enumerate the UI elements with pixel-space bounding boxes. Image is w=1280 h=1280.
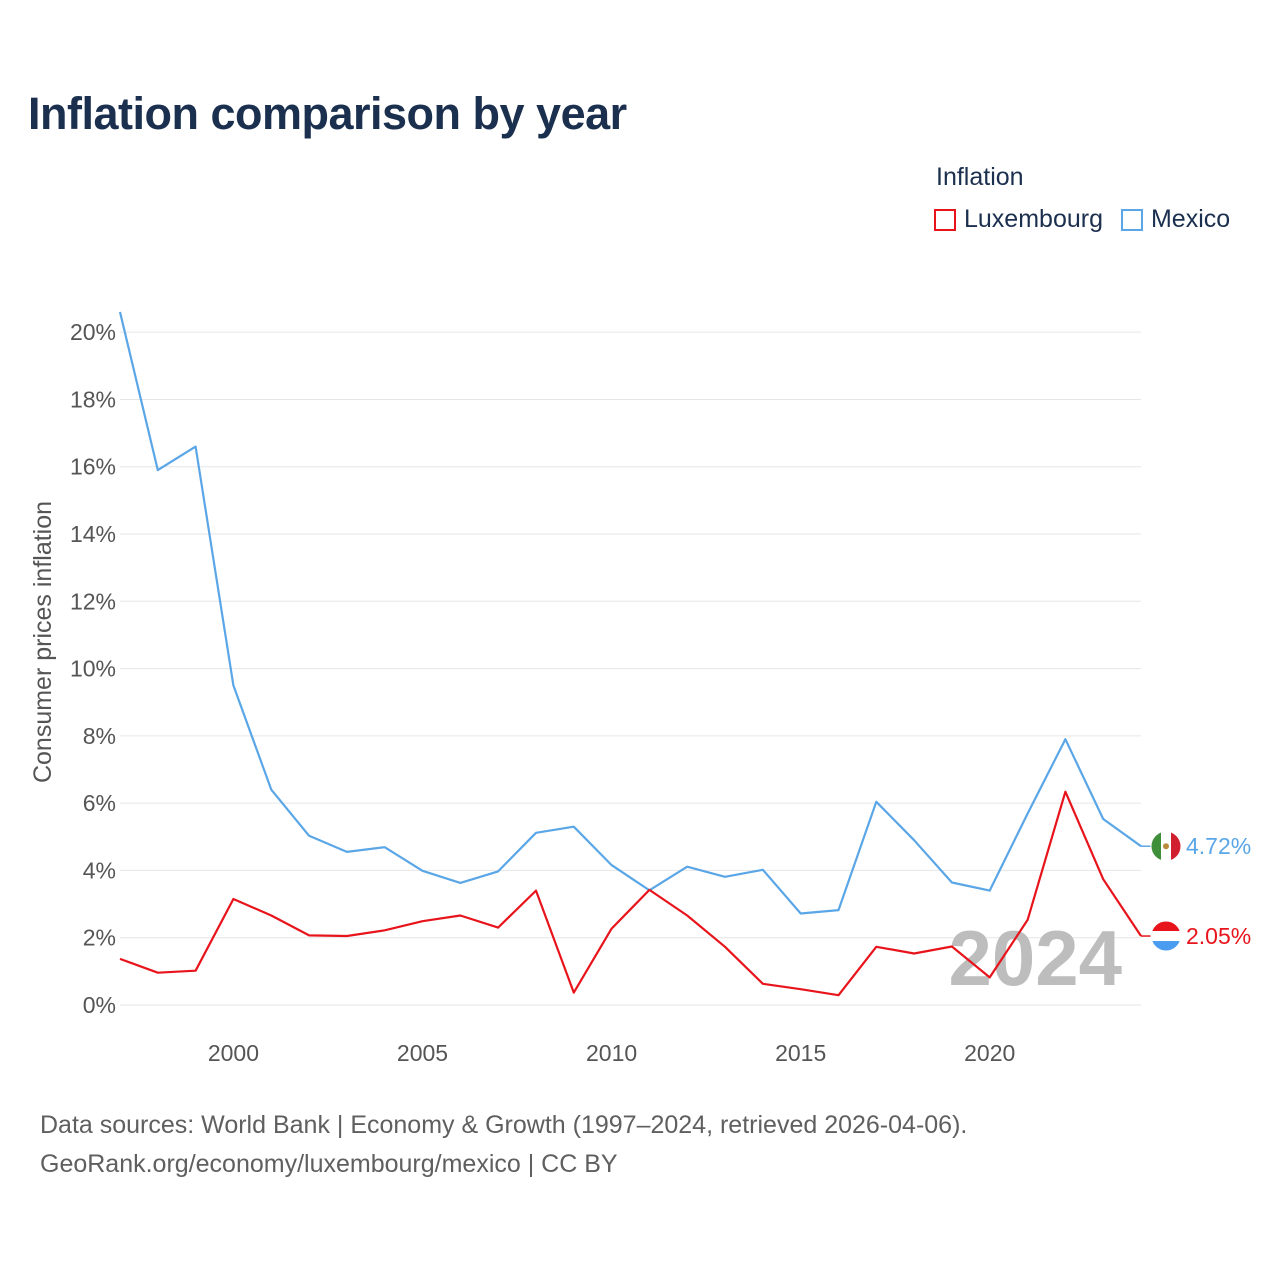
- x-tick-label: 2010: [586, 1040, 637, 1066]
- end-value-label-mexico: 4.72%: [1186, 833, 1251, 859]
- source-note: Data sources: World Bank | Economy & Gro…: [40, 1106, 967, 1184]
- x-tick-label: 2020: [964, 1040, 1015, 1066]
- y-tick-label: 16%: [70, 454, 116, 480]
- y-tick-label: 18%: [70, 386, 116, 412]
- y-tick-label: 10%: [70, 656, 116, 682]
- series-lines: [118, 311, 1142, 997]
- mexico-flag-icon: [1150, 830, 1182, 862]
- legend-item-luxembourg[interactable]: Luxembourg: [934, 205, 1103, 234]
- legend-swatch-luxembourg: [934, 208, 956, 231]
- legend-item-mexico[interactable]: Mexico: [1120, 205, 1231, 234]
- y-tick-label: 14%: [70, 521, 116, 547]
- luxembourg-flag-icon: [1150, 920, 1182, 952]
- y-tick-label: 20%: [70, 319, 116, 345]
- y-tick-label: 6%: [83, 790, 116, 816]
- source-line-2[interactable]: GeoRank.org/economy/luxembourg/mexico | …: [40, 1150, 618, 1178]
- x-tick-label: 2000: [208, 1040, 259, 1066]
- series-line-mexico[interactable]: [118, 311, 1142, 915]
- legend: Luxembourg Mexico: [934, 205, 1248, 234]
- x-tick-label: 2005: [397, 1040, 448, 1066]
- y-axis-label: Consumer prices inflation: [29, 501, 57, 783]
- y-tick-label: 2%: [83, 925, 116, 951]
- gridlines: [120, 331, 1141, 1006]
- end-labels: 4.72% 2.05%: [1141, 830, 1251, 952]
- year-watermark: 2024: [948, 914, 1122, 1002]
- y-tick-label: 0%: [83, 992, 116, 1018]
- y-tick-labels: 0% 2% 4% 6% 8% 10% 12% 14% 16% 18% 20%: [70, 319, 116, 1018]
- end-value-label-luxembourg: 2.05%: [1186, 923, 1251, 949]
- x-tick-label: 2015: [775, 1040, 826, 1066]
- y-tick-label: 4%: [83, 857, 116, 883]
- legend-title: Inflation: [936, 163, 1024, 191]
- y-tick-label: 12%: [70, 588, 116, 614]
- source-line-1: Data sources: World Bank | Economy & Gro…: [40, 1111, 968, 1139]
- chart-title: Inflation comparison by year: [28, 88, 627, 139]
- series-line-luxembourg[interactable]: [119, 790, 1142, 997]
- legend-swatch-mexico: [1120, 208, 1143, 231]
- y-tick-label: 8%: [83, 723, 116, 749]
- x-tick-labels: 2000 2005 2010 2015 2020: [208, 1040, 1015, 1066]
- legend-label-mexico: Mexico: [1150, 205, 1231, 233]
- legend-label-luxembourg: Luxembourg: [964, 205, 1103, 233]
